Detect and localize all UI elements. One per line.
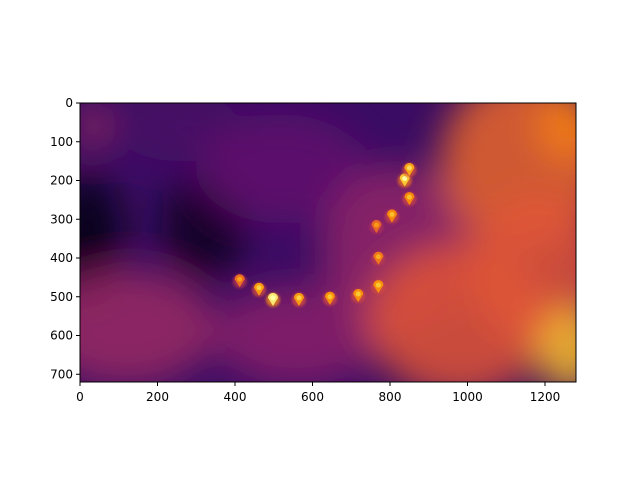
heatmap-region-11 [537, 308, 576, 382]
y-tick-label: 0 [65, 96, 73, 110]
x-tick-label: 0 [76, 390, 84, 404]
heatmap-region-6 [211, 285, 383, 382]
x-tick-label: 400 [224, 390, 247, 404]
marker-11 [397, 173, 412, 188]
marker-12 [402, 163, 417, 178]
heatmap-region-12 [537, 103, 576, 162]
marker-10 [402, 192, 417, 207]
x-axis: 0 200 400 600 800 1000 1200 [76, 382, 560, 404]
y-tick-label: 700 [50, 367, 73, 381]
heatmap-field [80, 103, 576, 382]
x-tick-label: 1000 [452, 390, 483, 404]
heatmap-region-10 [467, 192, 576, 348]
marker-2 [265, 292, 280, 307]
marker-1 [252, 282, 267, 297]
marker-6 [371, 280, 386, 295]
marker-3 [291, 292, 306, 307]
heatmap-region-4 [80, 103, 108, 150]
x-tick-label: 1200 [530, 390, 561, 404]
marker-0 [232, 274, 247, 289]
y-tick-label: 600 [50, 329, 73, 343]
x-tick-label: 200 [146, 390, 169, 404]
x-tick-label: 800 [379, 390, 402, 404]
heatmap-region-3 [80, 269, 216, 382]
marker-8 [369, 220, 384, 234]
x-tick-label: 600 [301, 390, 324, 404]
marker-9 [384, 209, 399, 224]
y-tick-label: 300 [50, 212, 73, 226]
y-tick-label: 400 [50, 251, 73, 265]
marker-layer [232, 163, 417, 307]
y-tick-label: 500 [50, 290, 73, 304]
y-axis: 0 100 200 300 400 500 600 700 [50, 96, 80, 381]
y-tick-label: 100 [50, 135, 73, 149]
y-tick-label: 200 [50, 174, 73, 188]
plot-frame [79, 102, 577, 383]
plot-area [80, 103, 576, 382]
marker-4 [322, 291, 337, 306]
marker-5 [351, 288, 366, 303]
heatmap-region-5 [196, 114, 367, 224]
marker-7 [371, 251, 386, 266]
